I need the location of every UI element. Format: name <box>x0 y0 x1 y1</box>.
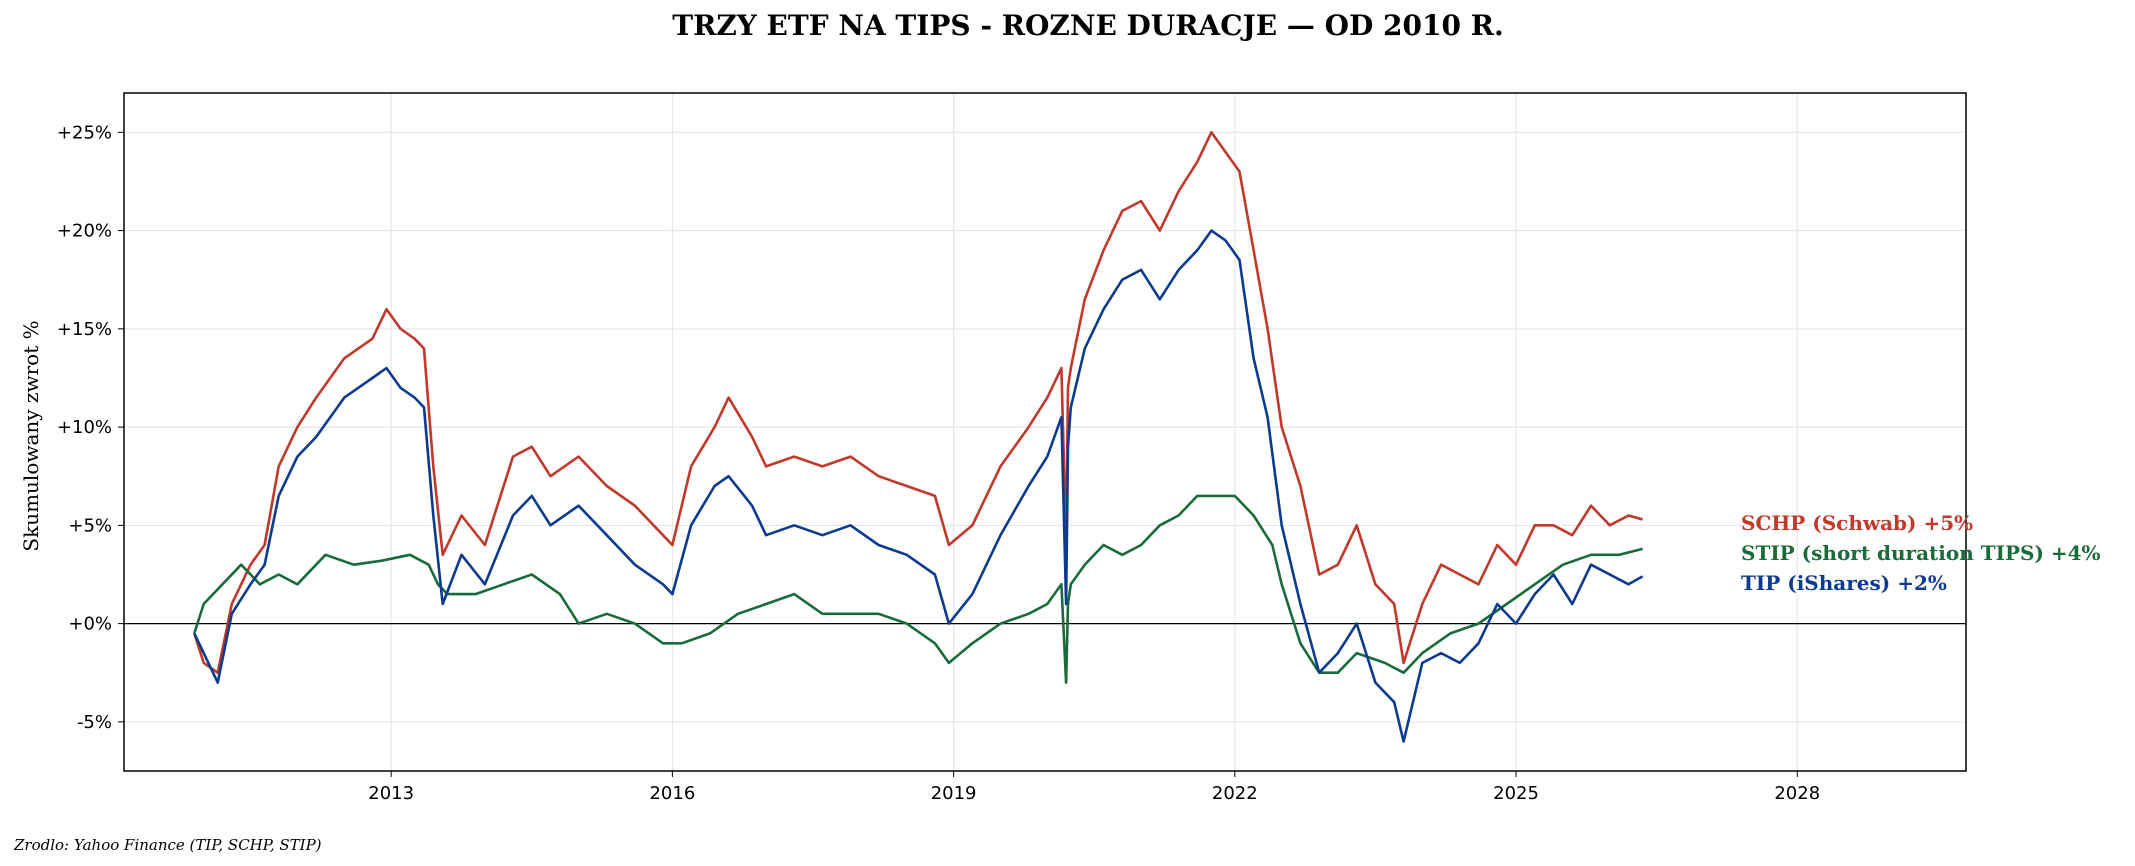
y-axis: -5% +0% +5% +10% +15% +20% +25% <box>57 122 124 733</box>
y-tick-label: +25% <box>57 122 112 143</box>
series-lines <box>193 131 1644 743</box>
y-tick-label: +0% <box>68 614 112 635</box>
legend-entry: TIP (iShares) +2% <box>1741 571 1947 595</box>
y-tick-label: +15% <box>57 319 112 340</box>
x-tick-label: 2019 <box>931 783 977 804</box>
chart-title: TRZY ETF NA TIPS - ROZNE DURACJE — OD 20… <box>672 9 1503 42</box>
series-line-2 <box>193 229 1644 743</box>
x-axis: 2013 2016 2019 2022 2025 2028 <box>368 771 1820 804</box>
x-tick-label: 2028 <box>1774 783 1820 804</box>
y-axis-label: Skumulowany zwrot % <box>19 320 43 551</box>
x-tick-label: 2013 <box>368 783 414 804</box>
legend-entry: SCHP (Schwab) +5% <box>1741 511 1973 535</box>
y-tick-label: +20% <box>57 221 112 242</box>
legend-entry: STIP (short duration TIPS) +4% <box>1741 541 2101 565</box>
y-tick-label: +10% <box>57 417 112 438</box>
source-note: Zrodlo: Yahoo Finance (TIP, SCHP, STIP) <box>13 836 322 854</box>
y-tick-label: +5% <box>68 515 112 536</box>
legend: SCHP (Schwab) +5% STIP (short duration TI… <box>1741 511 2101 595</box>
grid <box>124 93 1966 771</box>
x-tick-label: 2016 <box>649 783 695 804</box>
series-line-1 <box>193 494 1643 684</box>
plot-frame <box>123 92 1967 772</box>
y-tick-label: -5% <box>77 712 112 733</box>
x-tick-label: 2022 <box>1212 783 1258 804</box>
x-tick-label: 2025 <box>1493 783 1539 804</box>
series-line-0 <box>193 131 1643 674</box>
